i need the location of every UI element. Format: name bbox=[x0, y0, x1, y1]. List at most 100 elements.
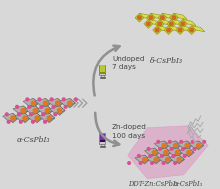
Circle shape bbox=[40, 105, 43, 108]
Circle shape bbox=[190, 28, 193, 32]
Polygon shape bbox=[18, 106, 29, 115]
Circle shape bbox=[7, 120, 10, 123]
Circle shape bbox=[44, 101, 48, 105]
Polygon shape bbox=[156, 148, 171, 155]
Polygon shape bbox=[162, 13, 176, 19]
Bar bbox=[100, 77, 105, 78]
Bar bbox=[99, 71, 105, 74]
Circle shape bbox=[183, 155, 186, 157]
Circle shape bbox=[128, 162, 130, 164]
Polygon shape bbox=[180, 26, 193, 32]
Circle shape bbox=[23, 116, 27, 120]
Polygon shape bbox=[39, 113, 55, 121]
Polygon shape bbox=[157, 26, 170, 32]
Polygon shape bbox=[149, 148, 159, 157]
Circle shape bbox=[26, 98, 29, 101]
Circle shape bbox=[174, 143, 178, 147]
Circle shape bbox=[174, 162, 176, 164]
Polygon shape bbox=[49, 106, 65, 113]
Polygon shape bbox=[23, 98, 39, 106]
Circle shape bbox=[74, 98, 77, 101]
Bar bbox=[101, 144, 104, 146]
Circle shape bbox=[31, 101, 35, 105]
Circle shape bbox=[143, 158, 147, 161]
Circle shape bbox=[21, 108, 25, 113]
Polygon shape bbox=[147, 13, 155, 22]
Polygon shape bbox=[44, 113, 55, 123]
Polygon shape bbox=[128, 126, 208, 179]
Circle shape bbox=[181, 22, 185, 26]
Polygon shape bbox=[28, 98, 39, 108]
Circle shape bbox=[170, 22, 173, 26]
Polygon shape bbox=[177, 141, 192, 148]
Polygon shape bbox=[164, 26, 173, 34]
Circle shape bbox=[196, 143, 200, 147]
Circle shape bbox=[203, 140, 205, 143]
Polygon shape bbox=[159, 141, 169, 150]
Polygon shape bbox=[160, 19, 173, 26]
Circle shape bbox=[155, 28, 159, 32]
Polygon shape bbox=[151, 13, 164, 19]
Polygon shape bbox=[15, 113, 31, 121]
Polygon shape bbox=[82, 99, 88, 108]
Circle shape bbox=[138, 155, 140, 157]
Circle shape bbox=[139, 162, 142, 164]
Circle shape bbox=[178, 28, 182, 32]
Polygon shape bbox=[158, 155, 173, 162]
Polygon shape bbox=[167, 19, 176, 28]
Circle shape bbox=[191, 140, 194, 143]
Circle shape bbox=[62, 98, 65, 101]
Circle shape bbox=[164, 150, 168, 154]
Polygon shape bbox=[170, 141, 181, 150]
Circle shape bbox=[175, 150, 179, 154]
Polygon shape bbox=[135, 13, 144, 22]
Polygon shape bbox=[169, 26, 182, 32]
Text: Undoped
7 days: Undoped 7 days bbox=[112, 56, 145, 70]
Polygon shape bbox=[151, 155, 161, 164]
Polygon shape bbox=[35, 98, 51, 106]
Polygon shape bbox=[170, 13, 178, 22]
Circle shape bbox=[31, 120, 34, 123]
Polygon shape bbox=[176, 26, 185, 34]
Polygon shape bbox=[192, 26, 205, 32]
Polygon shape bbox=[64, 98, 75, 108]
Polygon shape bbox=[189, 141, 204, 148]
Polygon shape bbox=[40, 98, 51, 108]
Circle shape bbox=[161, 16, 164, 19]
Circle shape bbox=[11, 116, 15, 120]
Polygon shape bbox=[154, 141, 169, 148]
Polygon shape bbox=[139, 155, 150, 164]
Circle shape bbox=[187, 150, 191, 154]
Text: DDT-Zn:CsPbI₃: DDT-Zn:CsPbI₃ bbox=[128, 180, 178, 188]
Circle shape bbox=[138, 16, 141, 19]
Polygon shape bbox=[60, 98, 75, 106]
Circle shape bbox=[172, 155, 175, 157]
Circle shape bbox=[170, 148, 173, 150]
Polygon shape bbox=[160, 148, 171, 157]
Circle shape bbox=[167, 28, 170, 32]
Polygon shape bbox=[179, 148, 194, 155]
Polygon shape bbox=[19, 113, 31, 123]
Circle shape bbox=[180, 140, 183, 143]
Text: Zn-doped
100 days: Zn-doped 100 days bbox=[112, 124, 147, 139]
Polygon shape bbox=[146, 155, 161, 162]
Circle shape bbox=[159, 148, 161, 150]
Circle shape bbox=[160, 155, 163, 157]
Polygon shape bbox=[172, 148, 183, 157]
Circle shape bbox=[50, 98, 53, 101]
Circle shape bbox=[182, 148, 184, 150]
Polygon shape bbox=[135, 155, 150, 162]
Polygon shape bbox=[52, 98, 63, 108]
Polygon shape bbox=[7, 113, 18, 123]
Circle shape bbox=[30, 113, 33, 116]
Circle shape bbox=[19, 120, 22, 123]
Circle shape bbox=[149, 16, 153, 19]
Polygon shape bbox=[25, 106, 41, 113]
Bar bbox=[99, 65, 105, 75]
Circle shape bbox=[149, 155, 152, 157]
Polygon shape bbox=[42, 106, 53, 115]
Text: α-CsPbI₃: α-CsPbI₃ bbox=[174, 180, 203, 188]
Circle shape bbox=[147, 148, 150, 150]
Circle shape bbox=[45, 108, 50, 113]
Circle shape bbox=[38, 98, 41, 101]
